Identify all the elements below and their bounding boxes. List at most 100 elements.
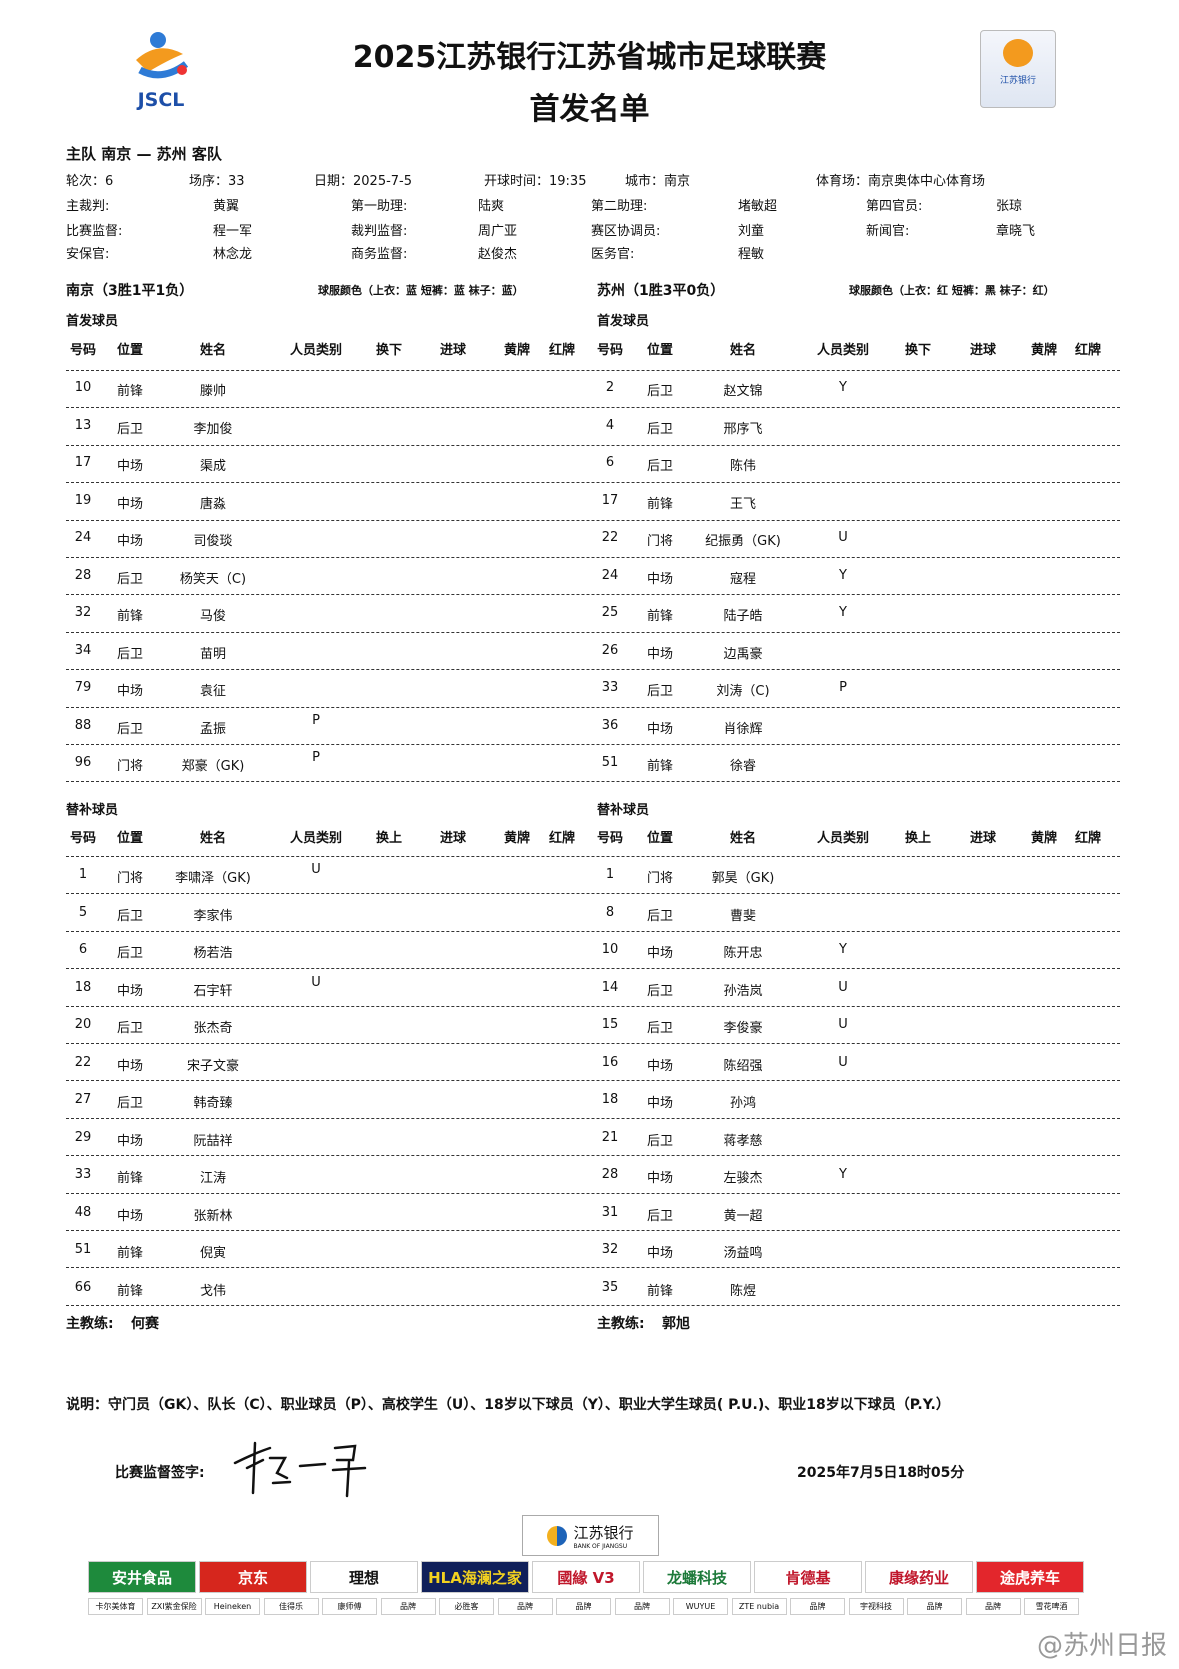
player-name: 宋子文豪 — [186, 1058, 240, 1074]
sponsor-logo-small: WUYUE — [673, 1598, 728, 1615]
venue: 体育场：南京奥体中心体育场 — [816, 174, 986, 189]
player-name: 刘涛（C) — [716, 684, 770, 699]
player-number: 28 — [601, 1167, 619, 1182]
player-position: 中场 — [116, 1133, 144, 1149]
player-category: Y — [839, 380, 847, 395]
jscl-logo: JSCL — [128, 30, 194, 111]
player-number: 27 — [74, 1092, 92, 1107]
player-position: 门将 — [116, 871, 144, 886]
player-position: 后卫 — [646, 684, 674, 699]
player-position: 中场 — [646, 646, 674, 662]
player-position: 后卫 — [646, 983, 674, 999]
player-category: Y — [839, 1167, 847, 1182]
row-divider — [66, 744, 1120, 745]
player-number: 24 — [74, 530, 92, 545]
player-category: U — [838, 979, 848, 995]
player-position: 后卫 — [116, 571, 144, 587]
sponsor-logo-small: 品牌 — [907, 1598, 962, 1615]
player-position: 后卫 — [116, 421, 144, 437]
official-name: 林念龙 — [213, 247, 253, 262]
column-header: 姓名 — [729, 831, 757, 846]
row-divider — [66, 1080, 1120, 1082]
player-name: 赵文锦 — [723, 384, 763, 399]
player-number: 17 — [74, 455, 92, 470]
column-header: 位置 — [646, 343, 674, 358]
sponsor-logo: 龙蟠科技 — [643, 1561, 751, 1593]
away-coach-name: 郭旭 — [662, 1316, 690, 1332]
player-name: 左骏杰 — [723, 1171, 763, 1186]
row-divider — [66, 631, 1120, 633]
player-number: 33 — [74, 1167, 92, 1182]
player-name: 孟振 — [199, 721, 227, 737]
player-position: 后卫 — [116, 646, 144, 662]
player-name: 陈煜 — [729, 1283, 757, 1299]
row-divider — [66, 1267, 1120, 1269]
column-header: 位置 — [116, 831, 144, 846]
sponsor-logo: 京东 — [199, 1561, 307, 1593]
player-name: 蒋孝慈 — [723, 1133, 763, 1149]
sponsor-logo: 國緣 V3 — [532, 1561, 640, 1593]
column-header: 红牌 — [1074, 831, 1102, 846]
sponsor-logo-small: 宇视科技 — [848, 1598, 904, 1615]
player-name: 渠成 — [199, 459, 227, 474]
column-header: 进球 — [439, 343, 467, 358]
player-number: 33 — [601, 680, 619, 695]
player-name: 李加俊 — [193, 421, 233, 437]
player-number: 20 — [74, 1017, 92, 1032]
official-label: 第一助理: — [351, 199, 408, 214]
sponsor-logo-small: ZXI紫金保险 — [146, 1598, 202, 1615]
row-divider — [66, 370, 1120, 371]
player-position: 中场 — [116, 459, 144, 474]
player-position: 后卫 — [116, 908, 144, 924]
player-name: 徐睿 — [729, 759, 757, 774]
player-name: 李家伟 — [193, 908, 233, 924]
player-category: U — [838, 1054, 848, 1070]
player-number: 28 — [74, 567, 92, 583]
player-category: U — [838, 530, 848, 545]
player-number: 79 — [74, 680, 92, 695]
player-position: 后卫 — [646, 459, 674, 474]
player-category: P — [312, 712, 320, 728]
player-name: 郭昊（GK) — [711, 871, 775, 886]
column-header: 号码 — [69, 343, 97, 358]
column-header: 红牌 — [548, 831, 576, 846]
row-divider — [66, 1304, 1120, 1306]
column-header: 号码 — [69, 831, 97, 846]
row-divider — [66, 482, 1120, 484]
sponsor-logo: 康缘药业 — [865, 1561, 973, 1593]
row-divider — [66, 1043, 1120, 1044]
official-name: 赵俊杰 — [478, 247, 518, 262]
player-name: 黄一超 — [723, 1208, 763, 1224]
player-category: Y — [839, 605, 847, 620]
player-number: 32 — [74, 605, 92, 620]
player-name: 杨笑天（C) — [179, 571, 247, 587]
kickoff-time: 开球时间：19:35 — [484, 174, 587, 189]
player-position: 门将 — [646, 871, 674, 886]
player-position: 前锋 — [646, 609, 674, 624]
official-label: 商务监督: — [351, 247, 408, 262]
column-header: 换下 — [375, 343, 403, 358]
player-position: 后卫 — [646, 908, 674, 924]
official-name: 程敏 — [738, 247, 765, 262]
away-starters-label: 首发球员 — [597, 314, 650, 329]
official-label: 裁判监督: — [351, 224, 408, 239]
row-divider — [66, 706, 1120, 708]
sponsor-logo-small: 卡尔美体育 — [88, 1598, 143, 1615]
player-position: 前锋 — [646, 759, 674, 774]
row-divider — [66, 519, 1120, 521]
player-number: 8 — [605, 904, 615, 920]
row-divider — [66, 893, 1120, 895]
official-name: 章晓飞 — [996, 224, 1036, 239]
player-name: 马俊 — [199, 609, 227, 624]
player-number: 29 — [74, 1129, 92, 1145]
away-team-record: 苏州（1胜3平0负） — [597, 283, 725, 299]
player-position: 后卫 — [646, 1021, 674, 1036]
player-position: 后卫 — [116, 1096, 144, 1111]
column-header: 位置 — [646, 831, 674, 846]
player-position: 门将 — [116, 759, 144, 774]
player-number: 1 — [605, 867, 615, 882]
player-position: 后卫 — [646, 1133, 674, 1149]
official-label: 主裁判: — [66, 199, 110, 214]
away-subs-label: 替补球员 — [597, 803, 650, 818]
column-header: 进球 — [439, 831, 467, 846]
